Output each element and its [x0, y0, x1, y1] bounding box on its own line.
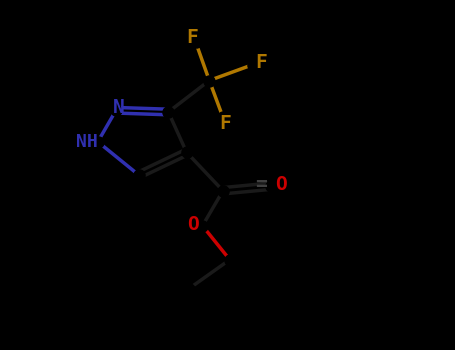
Text: N: N	[112, 98, 124, 117]
Text: O: O	[275, 175, 287, 194]
Text: O: O	[187, 215, 199, 233]
Text: F: F	[186, 28, 198, 47]
Text: NH: NH	[76, 133, 97, 151]
Text: =: =	[255, 175, 267, 194]
Text: F: F	[219, 114, 231, 133]
Text: F: F	[255, 54, 267, 72]
